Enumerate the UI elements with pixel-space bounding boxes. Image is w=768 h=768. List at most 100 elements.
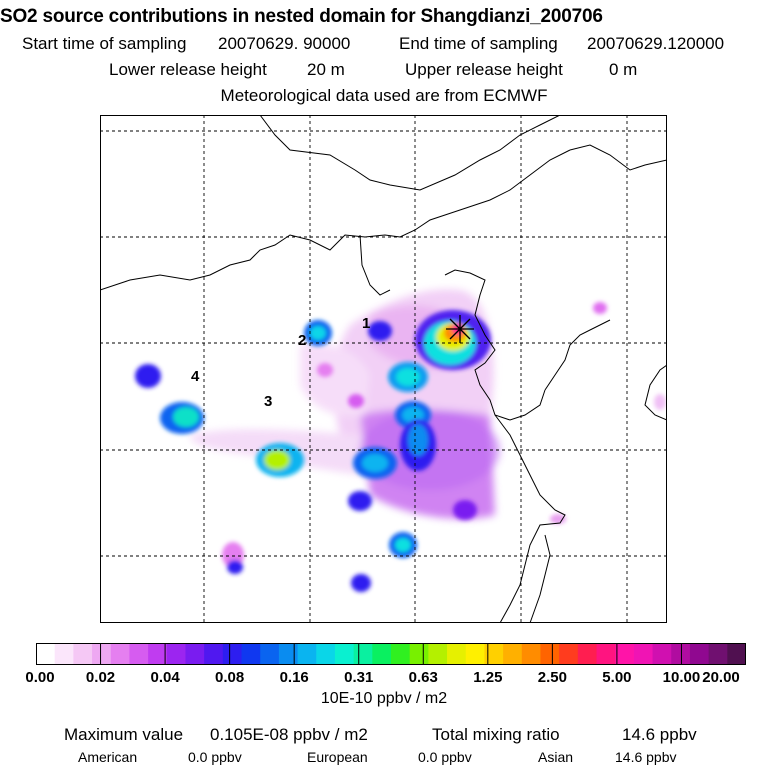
colorbar-tick-label: 0.00 [25,669,55,686]
colorbar [36,643,746,665]
border-northwest [100,149,571,291]
met-data-note: Meteorological data used are from ECMWF [220,86,548,105]
hotspot-north-blue [368,321,392,341]
hotspot-lower-right [453,500,477,520]
hotspot-source-2-core [310,326,326,340]
colorbar-swatch [540,643,560,665]
map-frame [100,115,667,623]
colorbar-swatch [36,643,56,665]
hotspot-cyan-1-core [396,368,420,386]
receptor-asterisk-icon [446,315,474,343]
colorbar-swatch [484,643,504,665]
plot-title: SO2 source contributions in nested domai… [0,6,603,27]
colorbar-tick-label: 0.31 [344,669,374,686]
coast-shandong [494,414,566,623]
hotspot-source-3-core [264,450,290,470]
lower-release-value: 20 m [307,60,345,79]
colorbar-swatch [260,643,280,665]
american-label: American [78,749,138,765]
colorbar-swatch [689,643,710,665]
total-mixing-value: 14.6 ppbv [622,725,697,744]
colorbar-swatch [503,643,523,665]
colorbar-swatch [671,643,691,665]
coastlines [100,115,667,623]
colorbar-swatch [166,643,186,665]
concentration-map: 1 2 3 4 [100,115,667,623]
hotspot-source-4-core [173,407,199,427]
colorbar-swatch [54,643,74,665]
colorbar-swatch [185,643,205,665]
colorbar-tick-label: 5.00 [602,669,632,686]
colorbar-swatch [110,643,130,665]
colorbar-swatch [148,643,168,665]
colorbar-tick-label: 1.25 [473,669,503,686]
colorbar-swatch [633,643,654,665]
asian-value: 14.6 ppbv [615,749,677,765]
hotspot-east-edge [654,394,666,410]
hotspot-east [593,302,607,314]
colorbar-tick-label: 2.50 [537,669,567,686]
colorbar-swatch [204,643,224,665]
hotspot-mid-core [362,454,388,472]
european-value: 0.0 ppbv [418,749,472,765]
coast-bohai [444,269,546,421]
source-label-3: 3 [264,393,272,410]
start-time-label: Start time of sampling [22,34,187,53]
colorbar-swatch [727,643,746,665]
colorbar-swatch [577,643,598,665]
colorbar-tick-label: 0.16 [279,669,309,686]
hotspot-purple-1 [317,363,333,377]
colorbar-swatch [222,643,243,665]
source-label-1: 1 [362,315,370,332]
colorbar-swatch [73,643,93,665]
hotspot-purple-2 [348,394,364,408]
upper-release-value: 0 m [609,60,638,79]
colorbar-swatch [465,643,485,665]
hotspot-west [135,364,161,388]
colorbar-tick-label: 0.63 [408,669,438,686]
coast-east [569,144,667,171]
start-time-value: 20070629. 90000 [218,34,351,53]
colorbar-swatch [372,643,392,665]
end-time-label: End time of sampling [399,34,558,53]
hotspot-bottom [351,574,371,592]
hotspot-southwest-core [227,560,243,574]
colorbar-swatch [241,643,261,665]
colorbar-swatch [708,643,728,665]
colorbar-swatch [652,643,672,665]
colorbar-swatch [409,643,429,665]
colorbar-swatch [521,643,541,665]
border-north [259,115,561,191]
colorbar-swatch [428,643,448,665]
colorbar-tick-label: 0.04 [150,669,180,686]
colorbar-swatch [278,643,299,665]
max-value-label: Maximum value [64,725,184,744]
end-time-value: 20070629.120000 [587,34,725,53]
colorbar-tick-label: 10.00 [662,669,701,686]
grid-lines [100,115,667,623]
hotspot-central-core [408,424,428,456]
source-label-2: 2 [298,332,306,349]
hotspot-cyan-2-core [402,407,424,423]
hotspot-south-core [395,538,411,552]
lower-release-label: Lower release height [109,60,267,79]
colorbar-swatch [316,643,336,665]
max-value: 0.105E-08 ppbv / m2 [210,725,368,744]
source-label-4: 4 [191,368,200,385]
hotspot-sea [550,514,566,524]
coast-liaodong [544,319,611,391]
asian-label: Asian [538,749,574,765]
coast-south [529,534,551,623]
european-label: European [307,749,368,765]
colorbar-frame [36,643,746,665]
colorbar-swatch [391,643,411,665]
colorbar-swatch [615,643,635,665]
colorbar-swatch [334,643,355,665]
american-value: 0.0 ppbv [188,749,242,765]
hotspot-lower-left [348,491,372,511]
colorbar-swatch [447,643,467,665]
border-inner [359,234,391,296]
colorbar-swatch [596,643,616,665]
colorbar-tick-label: 20.00 [702,669,740,686]
colorbar-swatch [297,643,317,665]
